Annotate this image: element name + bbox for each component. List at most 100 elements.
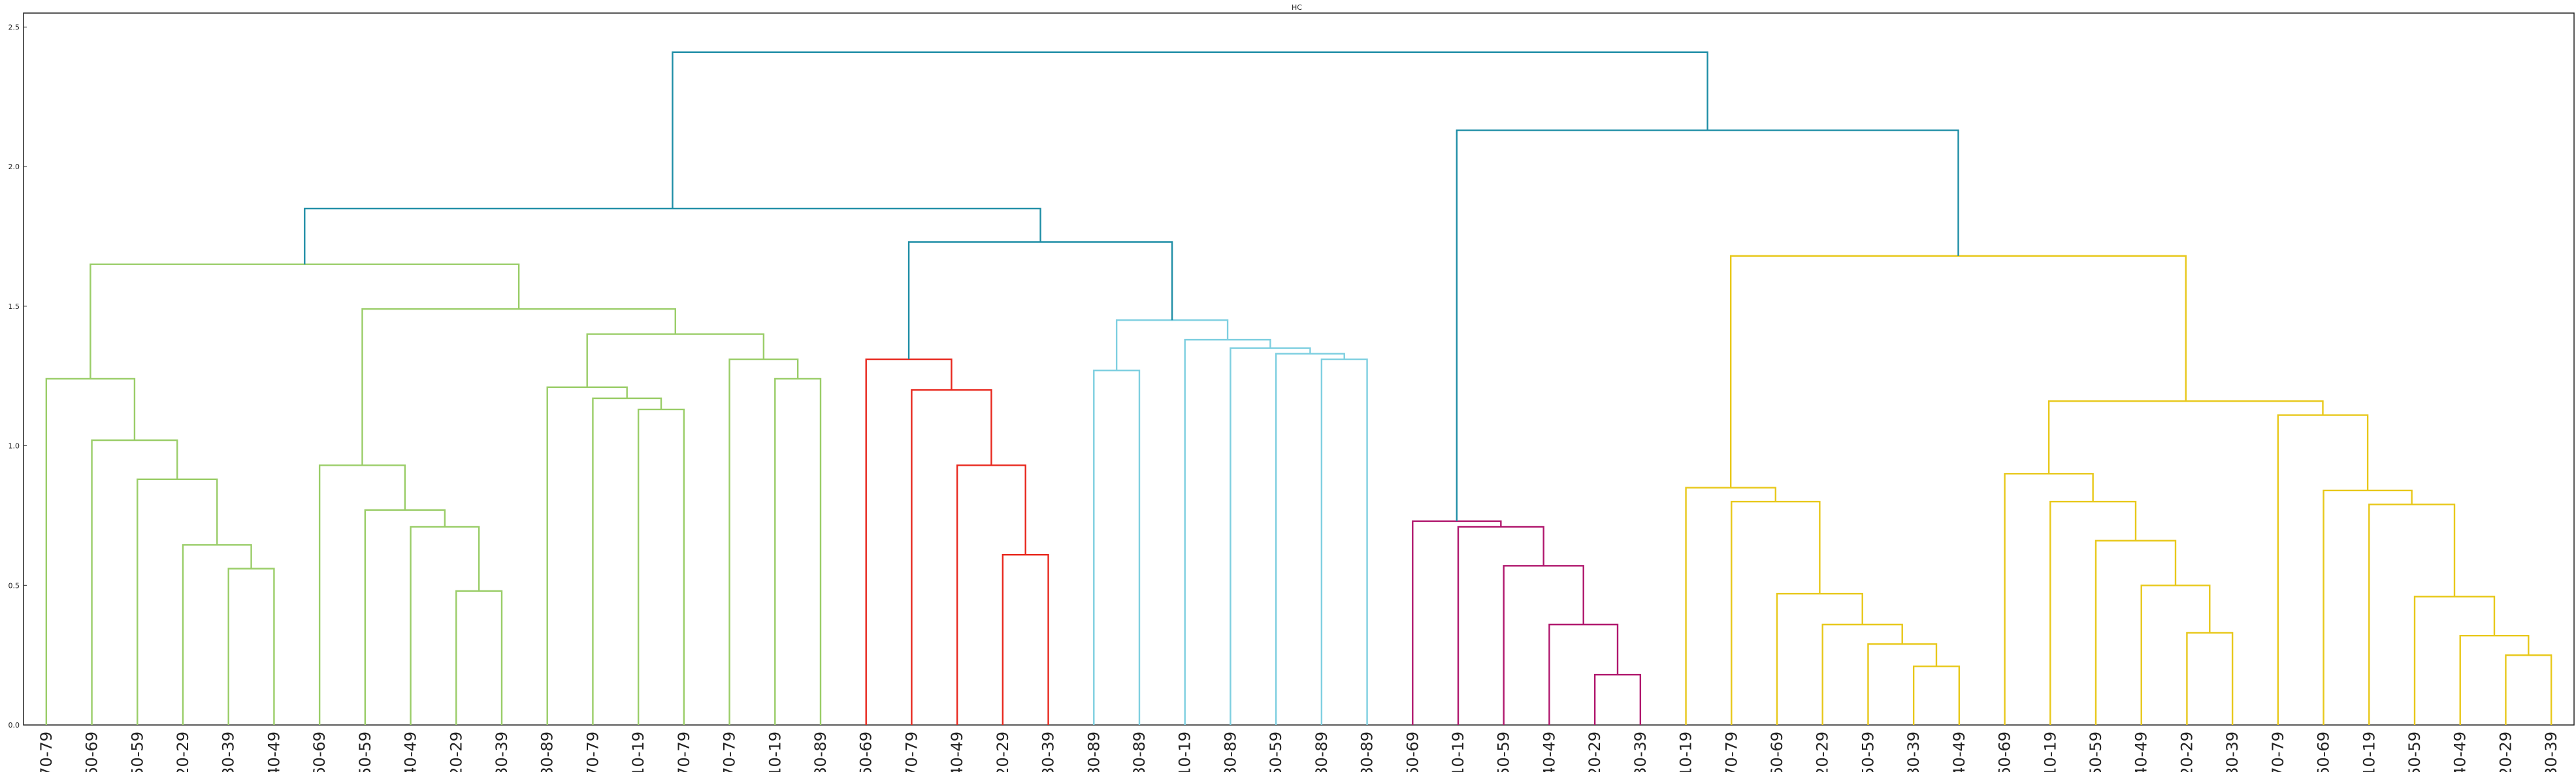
leaf-label: 60-69 <box>1403 732 1422 772</box>
leaf-label: 80-89 <box>1358 732 1377 772</box>
x-axis: 70-79 60-69 50-59 20-29 30-39 40-49 60-69 50-59… <box>37 722 2560 772</box>
y-tick-label: 1.0 <box>8 442 20 451</box>
leaf-label: 80-89 <box>1130 732 1149 772</box>
chart-title: HC <box>1292 3 1302 12</box>
dendrogram-link <box>2095 539 2177 725</box>
y-axis: 0.0 0.5 1.0 1.5 2.0 2.5 <box>8 23 27 730</box>
dendrogram-link <box>182 544 252 725</box>
dendrogram-link <box>911 389 992 725</box>
leaf-label: 60-69 <box>310 732 329 772</box>
leaf-label: 70-79 <box>721 732 739 772</box>
leaf-label: 60-69 <box>2315 732 2333 772</box>
leaf-label: 40-49 <box>2451 732 2470 772</box>
dendrogram-link <box>364 509 446 725</box>
leaf-label: 30-39 <box>2542 732 2560 772</box>
leaf-label: 10-19 <box>2360 732 2378 772</box>
dendrogram-link <box>907 241 1173 360</box>
leaf-label: 10-19 <box>1176 732 1194 772</box>
dendrogram-link <box>592 397 662 725</box>
dendrogram-link <box>1821 623 1903 725</box>
dendrogram-link <box>455 590 503 725</box>
dendrogram-link <box>361 308 676 466</box>
leaf-label: 10-19 <box>2041 732 2059 772</box>
dendrogram-link <box>90 263 520 379</box>
y-tick-label: 0.0 <box>8 721 20 730</box>
plot-frame <box>23 12 2575 726</box>
leaf-label: 20-29 <box>174 732 192 772</box>
leaf-label: 20-29 <box>447 732 465 772</box>
y-tick-label: 0.5 <box>8 581 20 590</box>
dendrogram-link <box>1776 592 1863 725</box>
leaf-label: 10-19 <box>1449 732 1467 772</box>
leaf-label: 20-29 <box>2496 732 2515 772</box>
leaf-label: 50-59 <box>1859 732 1877 772</box>
leaf-label: 30-39 <box>1631 732 1650 772</box>
leaf-label: 80-89 <box>1084 732 1103 772</box>
dendrogram-link <box>1685 487 1777 725</box>
leaf-label: 60-69 <box>1768 732 1786 772</box>
y-tick-label: 2.5 <box>8 23 20 31</box>
dendrogram-link <box>1412 520 1502 725</box>
dendrogram-link <box>1867 643 1938 725</box>
leaf-label: 70-79 <box>583 732 602 772</box>
dendrogram-link <box>410 526 480 725</box>
dendrogram-link <box>1320 358 1368 725</box>
leaf-label: 30-39 <box>1904 732 1923 772</box>
dendrogram-link <box>2049 500 2137 725</box>
leaf-label: 10-19 <box>1677 732 1695 772</box>
dendrogram-link <box>1115 319 1229 371</box>
dendrogram-link <box>1275 353 1345 725</box>
leaf-label: 50-59 <box>2087 732 2105 772</box>
dendrogram-links <box>45 51 2552 725</box>
leaf-label: 80-89 <box>811 732 830 772</box>
leaf-label: 50-59 <box>2405 732 2424 772</box>
leaf-label: 40-49 <box>265 732 283 772</box>
leaf-label: 70-79 <box>675 732 693 772</box>
dendrogram-link <box>2323 489 2413 725</box>
dendrogram-link <box>2140 585 2211 725</box>
leaf-label: 80-89 <box>1312 732 1331 772</box>
leaf-label: 20-29 <box>994 732 1012 772</box>
dendrogram-link <box>2004 473 2094 725</box>
y-tick-label: 2.0 <box>8 163 20 171</box>
dendrogram-link <box>774 378 822 725</box>
dendrogram-link <box>637 408 685 725</box>
dendrogram-link <box>1548 623 1619 725</box>
dendrogram-link <box>728 358 799 725</box>
leaf-label: 50-59 <box>128 732 146 772</box>
leaf-label: 70-79 <box>37 732 56 772</box>
dendrogram-link <box>2186 632 2234 725</box>
dendrogram-link <box>1730 255 2187 488</box>
leaf-label: 80-89 <box>1221 732 1239 772</box>
dendrogram-link <box>546 386 628 725</box>
dendrogram-link <box>1093 369 1141 725</box>
dendrogram-link <box>956 464 1026 725</box>
leaf-label: 40-49 <box>402 732 420 772</box>
leaf-label: 40-49 <box>1540 732 1558 772</box>
dendrogram-link <box>137 478 218 725</box>
dendrogram-link <box>865 358 953 725</box>
dendrogram-link <box>1593 673 1642 725</box>
leaf-label: 40-49 <box>948 732 966 772</box>
dendrogram-link <box>1456 129 1959 521</box>
dendrogram-link <box>586 333 765 387</box>
dendrogram-link <box>304 208 1041 265</box>
leaf-label: 60-69 <box>83 732 101 772</box>
dendrogram-link <box>672 51 1708 209</box>
leaf-label: 10-19 <box>766 732 784 772</box>
leaf-label: 30-39 <box>220 732 238 772</box>
dendrogram-link <box>1912 666 1961 725</box>
leaf-label: 50-59 <box>1267 732 1285 772</box>
leaf-label: 70-79 <box>1722 732 1740 772</box>
leaf-label: 10-19 <box>629 732 647 772</box>
leaf-label: 40-49 <box>2132 732 2151 772</box>
dendrogram-link <box>1731 500 1821 725</box>
dendrogram-link <box>2505 654 2552 725</box>
leaf-label: 50-59 <box>356 732 374 772</box>
leaf-label: 70-79 <box>902 732 921 772</box>
leaf-label: 60-69 <box>1996 732 2014 772</box>
dendrogram-link <box>1002 554 1049 725</box>
dendrogram-link <box>227 568 275 725</box>
leaf-label: 30-39 <box>1039 732 1058 772</box>
